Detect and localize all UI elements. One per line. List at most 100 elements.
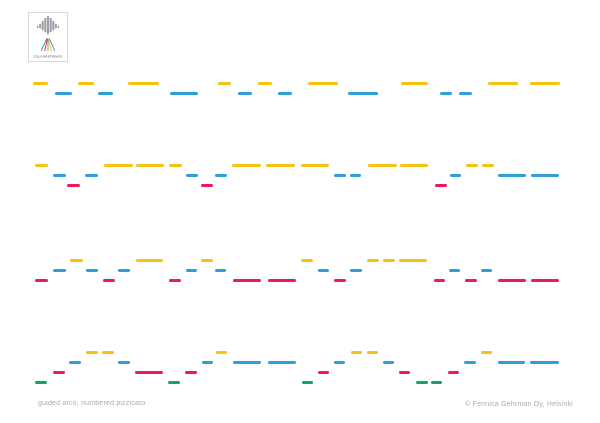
note-dash [481,269,492,272]
note-dash [367,259,379,262]
note-dash [334,361,345,364]
note-dash [399,371,410,374]
note-dash [434,279,445,282]
note-dash [435,184,447,187]
note-dash [498,174,526,177]
note-dash [103,279,115,282]
note-dash [416,381,428,384]
note-dash [268,279,296,282]
note-dash [383,361,394,364]
note-dash [170,92,198,95]
note-dash [464,361,476,364]
note-dash [35,381,47,384]
note-dash [35,279,48,282]
note-dash [233,279,261,282]
note-dash [301,164,329,167]
note-dash [334,174,346,177]
colourstrings-logo-graphic: COLOURSTRINGS [34,16,63,58]
note-dash [55,92,72,95]
note-dash [440,92,452,95]
note-dash [69,361,81,364]
note-dash [449,269,460,272]
note-dash [448,371,459,374]
note-dash [266,164,295,167]
note-dash [232,164,261,167]
note-dash [258,82,272,85]
note-dash [118,269,130,272]
note-dash [498,279,526,282]
note-dash [169,164,182,167]
note-dash [186,174,198,177]
note-dash [531,279,559,282]
note-dash [169,279,181,282]
note-dash [201,259,213,262]
note-dash [348,92,378,95]
note-dash [481,351,492,354]
note-dash [70,259,83,262]
note-dash [85,174,98,177]
note-dash [136,164,164,167]
note-dash [216,351,227,354]
note-dash [78,82,94,85]
note-dash [530,361,559,364]
note-dash [53,174,66,177]
note-dash [431,381,442,384]
note-dash [233,361,261,364]
note-dash [318,371,329,374]
note-dash [98,92,113,95]
note-dash [334,279,346,282]
note-dash [35,164,48,167]
note-dash [185,371,197,374]
note-dash [400,164,428,167]
note-dash [128,82,159,85]
note-dash [465,279,477,282]
logo-strings [40,38,56,52]
note-dash [488,82,518,85]
note-dash [350,174,361,177]
note-dash [459,92,472,95]
note-dash [351,351,362,354]
note-dash [308,82,338,85]
note-dash [218,82,231,85]
note-dash [318,269,329,272]
colourstrings-logo: COLOURSTRINGS [28,12,68,62]
note-dash [498,361,525,364]
note-dash [399,259,427,262]
note-dash [186,269,197,272]
note-dash [102,351,114,354]
note-dash [368,164,397,167]
note-dash [86,351,98,354]
note-dash [302,381,313,384]
note-dash [530,82,560,85]
note-dash [136,259,163,262]
note-dash [215,269,226,272]
note-dash [301,259,313,262]
note-dash [278,92,292,95]
note-dash [215,174,227,177]
note-dash [53,269,66,272]
caption-performance-instructions: guided arco, numbered pizzicato [38,400,146,407]
note-dash [168,381,180,384]
copyright-notice: © Fennica Gehrman Oy, Helsinki [465,401,573,408]
note-dash [202,361,213,364]
note-dash [383,259,395,262]
note-dash [466,164,478,167]
note-dash [118,361,130,364]
note-dash [67,184,80,187]
note-dash [135,371,163,374]
note-dash [367,351,378,354]
logo-wordmark: COLOURSTRINGS [34,54,63,58]
note-dash [531,174,559,177]
note-dash [482,164,494,167]
note-dash [33,82,48,85]
note-dash [350,269,362,272]
note-dash [450,174,461,177]
note-dash [53,371,65,374]
note-dash [401,82,428,85]
note-dash [104,164,133,167]
note-dash [238,92,252,95]
note-dash [86,269,98,272]
note-dash [201,184,213,187]
